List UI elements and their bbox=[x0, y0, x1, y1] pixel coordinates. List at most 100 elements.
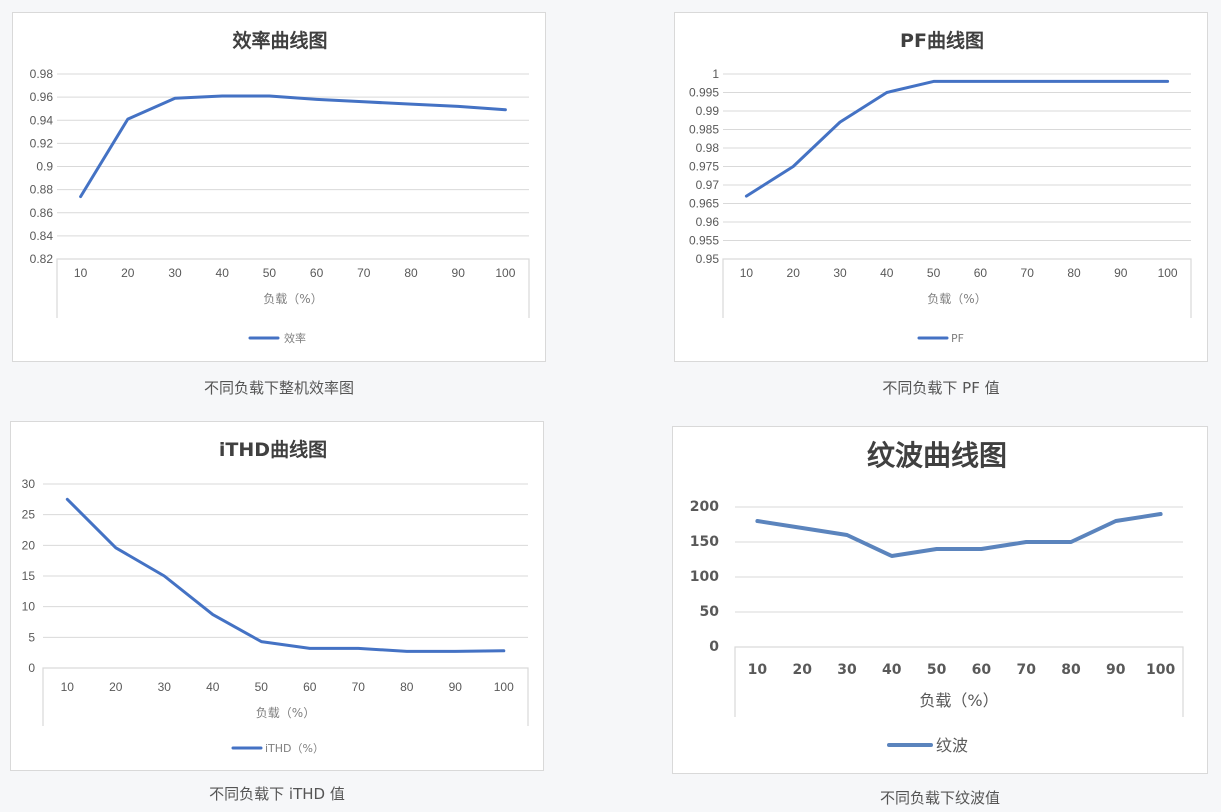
pf-chart-panel: PF曲线图 0.95 0.955 0.96 0.965 0.97 0.975 0.98 0.98… bbox=[674, 12, 1208, 362]
x-tick-label: 80 bbox=[1061, 662, 1081, 678]
x-tick-label: 50 bbox=[255, 680, 269, 694]
y-tick-label: 20 bbox=[22, 538, 36, 552]
y-tick-label: 0.96 bbox=[30, 90, 54, 104]
x-tick-label: 50 bbox=[263, 266, 277, 280]
y-tick-label: 0.98 bbox=[696, 141, 720, 155]
y-tick-label: 0.86 bbox=[30, 206, 54, 220]
x-axis-box bbox=[56, 258, 530, 318]
chart-title: 效率曲线图 bbox=[232, 29, 327, 52]
x-tick-label: 30 bbox=[168, 266, 182, 280]
efficiency-chart-panel: 效率曲线图 0.82 0.84 0.86 0.88 0.9 0.92 0.94 0.96 0.98… bbox=[12, 12, 546, 362]
x-tick-label: 70 bbox=[1021, 266, 1035, 280]
legend-label: 纹波 bbox=[936, 736, 968, 755]
x-tick-label: 10 bbox=[61, 680, 75, 694]
x-tick-label: 80 bbox=[1067, 266, 1081, 280]
legend-label: PF bbox=[951, 332, 964, 345]
chart-title: iTHD曲线图 bbox=[219, 438, 327, 461]
efficiency-chart: 效率曲线图 0.82 0.84 0.86 0.88 0.9 0.92 0.94 0.96 0.98… bbox=[30, 29, 530, 345]
y-tick-label: 5 bbox=[28, 630, 35, 644]
x-tick-label: 90 bbox=[452, 266, 466, 280]
x-tick-label: 100 bbox=[495, 266, 515, 280]
y-tick-label: 10 bbox=[22, 600, 36, 614]
y-tick-label: 0.965 bbox=[689, 197, 719, 211]
x-tick-label: 40 bbox=[206, 680, 220, 694]
y-tick-label: 25 bbox=[22, 508, 36, 522]
x-tick-label: 10 bbox=[74, 266, 88, 280]
chart-title: PF曲线图 bbox=[900, 29, 984, 52]
y-tick-label: 100 bbox=[690, 569, 719, 585]
y-tick-label: 0.84 bbox=[30, 229, 54, 243]
y-tick-label: 0.92 bbox=[30, 136, 54, 150]
legend-label: iTHD（%） bbox=[265, 742, 324, 755]
y-tick-label: 1 bbox=[712, 67, 719, 81]
x-tick-label: 100 bbox=[494, 680, 514, 694]
x-tick-label: 90 bbox=[449, 680, 463, 694]
caption-pf: 不同负载下 PF 值 bbox=[882, 379, 1000, 397]
y-tick-label: 0.95 bbox=[696, 252, 720, 266]
x-tick-label: 20 bbox=[121, 266, 135, 280]
x-tick-label: 100 bbox=[1146, 662, 1175, 678]
pf-chart: PF曲线图 0.95 0.955 0.96 0.965 0.97 0.975 0.98 0.98… bbox=[689, 29, 1192, 345]
x-tick-label: 60 bbox=[310, 266, 324, 280]
y-tick-label: 0.955 bbox=[689, 234, 719, 248]
y-tick-label: 0.98 bbox=[30, 67, 54, 81]
x-tick-label: 70 bbox=[352, 680, 366, 694]
series-line bbox=[65, 497, 506, 653]
y-tick-label: 200 bbox=[690, 499, 719, 515]
y-tick-label: 0.9 bbox=[36, 160, 53, 174]
ripple-chart: 纹波曲线图 0 50 100 150 200 10 20 30 40 50 60 70 80 90 100 负载… bbox=[690, 439, 1184, 755]
y-tick-label: 50 bbox=[700, 604, 720, 620]
ithd-chart-panel: iTHD曲线图 0 5 10 15 20 25 30 10 20 30 40 50 60 70 80 90 100… bbox=[10, 421, 544, 771]
x-axis-title: 负载（%） bbox=[919, 691, 998, 710]
x-tick-label: 40 bbox=[882, 662, 902, 678]
x-tick-label: 50 bbox=[927, 662, 947, 678]
x-tick-label: 60 bbox=[972, 662, 992, 678]
x-tick-label: 90 bbox=[1114, 266, 1128, 280]
y-tick-label: 0.97 bbox=[696, 178, 720, 192]
series-line bbox=[79, 94, 507, 199]
x-axis-box bbox=[734, 646, 1184, 717]
x-tick-label: 70 bbox=[1016, 662, 1036, 678]
y-tick-label: 150 bbox=[690, 534, 719, 550]
y-tick-label: 0.985 bbox=[689, 123, 719, 137]
caption-ripple: 不同负载下纹波值 bbox=[879, 789, 1000, 807]
x-tick-label: 20 bbox=[792, 662, 812, 678]
y-tick-label: 30 bbox=[22, 477, 36, 491]
caption-ithd: 不同负载下 iTHD 值 bbox=[209, 785, 345, 803]
x-tick-label: 40 bbox=[216, 266, 230, 280]
series-line bbox=[744, 79, 1170, 198]
legend-label: 效率 bbox=[284, 331, 306, 345]
x-tick-label: 10 bbox=[740, 266, 754, 280]
y-tick-label: 0 bbox=[709, 639, 719, 655]
series-line bbox=[755, 512, 1163, 558]
caption-efficiency: 不同负载下整机效率图 bbox=[203, 379, 354, 397]
x-tick-label: 20 bbox=[109, 680, 123, 694]
x-tick-label: 80 bbox=[404, 266, 418, 280]
x-axis-box bbox=[42, 667, 529, 726]
y-tick-label: 15 bbox=[22, 569, 36, 583]
y-tick-label: 0.99 bbox=[696, 104, 720, 118]
ripple-chart-panel: 纹波曲线图 0 50 100 150 200 10 20 30 40 50 60 70 80 90 100 负载… bbox=[672, 426, 1208, 774]
x-axis-title: 负载（%） bbox=[263, 292, 322, 306]
x-tick-label: 60 bbox=[303, 680, 317, 694]
y-tick-label: 0.975 bbox=[689, 160, 719, 174]
y-tick-label: 0.88 bbox=[30, 183, 54, 197]
x-tick-label: 20 bbox=[787, 266, 801, 280]
x-tick-label: 30 bbox=[837, 662, 857, 678]
y-tick-label: 0.995 bbox=[689, 86, 719, 100]
chart-title: 纹波曲线图 bbox=[867, 439, 1007, 472]
x-tick-label: 30 bbox=[833, 266, 847, 280]
y-tick-label: 0.82 bbox=[30, 252, 54, 266]
x-tick-label: 40 bbox=[880, 266, 894, 280]
x-tick-label: 100 bbox=[1158, 266, 1178, 280]
x-tick-label: 10 bbox=[748, 662, 768, 678]
x-axis-box bbox=[722, 258, 1192, 318]
x-tick-label: 70 bbox=[357, 266, 371, 280]
x-tick-label: 30 bbox=[158, 680, 172, 694]
x-axis-title: 负载（%） bbox=[927, 292, 986, 306]
y-tick-label: 0.96 bbox=[696, 215, 720, 229]
x-axis-title: 负载（%） bbox=[256, 706, 315, 720]
ithd-chart: iTHD曲线图 0 5 10 15 20 25 30 10 20 30 40 50 60 70 80 90 100… bbox=[22, 438, 529, 755]
x-tick-label: 60 bbox=[974, 266, 988, 280]
x-tick-label: 80 bbox=[400, 680, 414, 694]
